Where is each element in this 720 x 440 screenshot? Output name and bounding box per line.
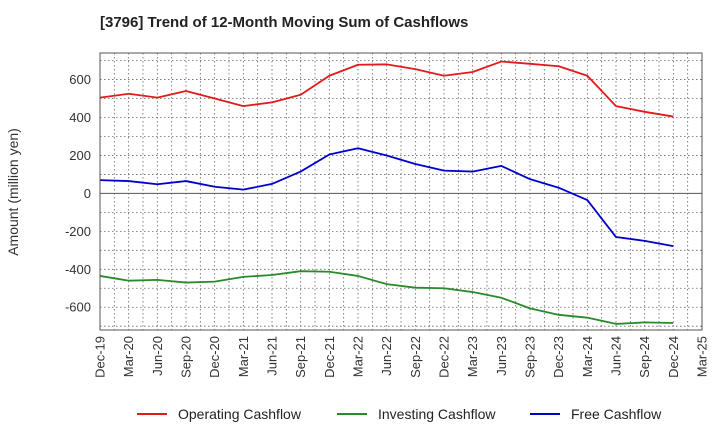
legend-label: Operating Cashflow (178, 406, 302, 422)
plot-frame (99, 52, 703, 331)
legend-label: Free Cashflow (571, 406, 662, 422)
y-axis-label: Amount (million yen) (5, 128, 21, 256)
y-tick-label: 0 (84, 186, 91, 201)
series-line-operating-cashflow (99, 60, 674, 118)
x-tick-label: Mar-22 (351, 336, 366, 377)
grid (99, 53, 703, 330)
x-tick-label: Dec-19 (93, 336, 108, 378)
y-tick-label: 200 (69, 148, 91, 163)
x-tick-label: Mar-25 (695, 336, 710, 377)
x-tick-label: Jun-24 (609, 336, 624, 376)
x-axis-ticks: Dec-19 Mar-20 Jun-20 Sep-20 Dec-20 Mar-21 Jun-… (93, 336, 710, 378)
y-tick-label: 400 (69, 110, 91, 125)
legend: Operating Cashflow Investing Cashflow Free… (137, 406, 662, 422)
x-tick-label: Jun-23 (494, 336, 509, 376)
x-tick-label: Jun-21 (265, 336, 280, 376)
x-tick-label: Mar-20 (121, 336, 136, 377)
x-tick-label: Mar-24 (580, 336, 595, 377)
legend-label: Investing Cashflow (378, 406, 496, 422)
x-tick-label: Sep-24 (637, 336, 652, 378)
x-tick-label: Dec-21 (322, 336, 337, 378)
y-tick-label: 600 (69, 72, 91, 87)
x-tick-label: Sep-21 (293, 336, 308, 378)
y-tick-label: -600 (65, 300, 91, 315)
x-tick-label: Dec-24 (666, 336, 681, 378)
x-tick-label: Sep-20 (179, 336, 194, 378)
x-tick-label: Jun-20 (150, 336, 165, 376)
y-axis-ticks: 600 400 200 0 -200 -400 -600 (65, 72, 91, 315)
x-tick-label: Jun-22 (379, 336, 394, 376)
x-tick-label: Mar-21 (236, 336, 251, 377)
x-tick-label: Dec-22 (437, 336, 452, 378)
x-tick-label: Sep-22 (408, 336, 423, 378)
series-lines (99, 60, 674, 325)
series-line-free-cashflow (99, 147, 674, 248)
series-line-investing-cashflow (99, 270, 674, 325)
x-tick-label: Sep-23 (523, 336, 538, 378)
x-tick-label: Dec-20 (207, 336, 222, 378)
x-tick-label: Dec-23 (551, 336, 566, 378)
chart-title: [3796] Trend of 12-Month Moving Sum of C… (100, 14, 469, 31)
y-tick-label: -400 (65, 262, 91, 277)
x-tick-label: Mar-23 (465, 336, 480, 377)
y-tick-label: -200 (65, 224, 91, 239)
